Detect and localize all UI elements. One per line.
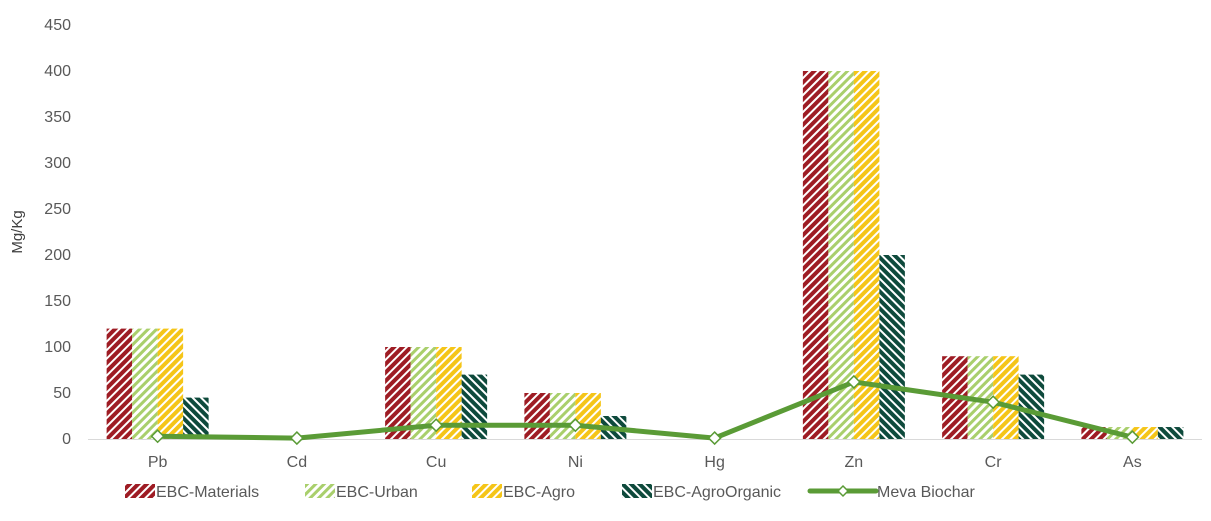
x-tick-label: Pb <box>148 454 168 471</box>
bar-ebc-agroorganic <box>183 397 209 439</box>
y-tick-label: 350 <box>44 109 71 126</box>
bar-ebc-agroorganic <box>461 374 488 439</box>
y-tick-label: 200 <box>44 247 71 264</box>
bar-ebc-agro <box>993 356 1019 439</box>
y-tick-label: 0 <box>62 431 71 448</box>
bar-ebc-agro <box>1132 427 1158 439</box>
y-tick-label: 300 <box>44 155 71 172</box>
bar-ebc-urban <box>828 71 854 439</box>
x-tick-label: As <box>1123 454 1142 471</box>
x-tick-label: Hg <box>704 454 724 471</box>
point-meva-biochar <box>568 418 583 433</box>
legend-swatch <box>622 484 652 498</box>
line-meva-biochar <box>155 379 1135 441</box>
point-meva-biochar <box>1125 430 1140 445</box>
legend: EBC-Materials EBC-Urban EBC-Agro EBC-AgroOr… <box>125 484 975 501</box>
point-meva-biochar <box>707 431 722 446</box>
x-tick-label: Zn <box>845 454 864 471</box>
point-meva-biochar <box>429 418 444 433</box>
point-meva-biochar <box>150 429 165 444</box>
bar-ebc-urban <box>132 328 158 439</box>
y-tick-label: 150 <box>44 293 71 310</box>
y-tick-label: 450 <box>44 17 71 34</box>
bar-ebc-agroorganic <box>1157 427 1184 439</box>
x-tick-label: Ni <box>568 454 583 471</box>
y-tick-label: 50 <box>53 385 71 402</box>
bar-ebc-urban <box>549 393 576 439</box>
legend-label: EBC-Materials <box>156 484 259 501</box>
y-tick-label: 400 <box>44 63 71 80</box>
bar-ebc-materials <box>106 328 133 439</box>
legend-swatch <box>125 484 155 498</box>
legend-label: Meva Biochar <box>877 484 975 501</box>
y-tick-label: 100 <box>44 339 71 356</box>
point-meva-biochar <box>289 431 304 446</box>
x-tick-label: Cu <box>426 454 446 471</box>
bar-ebc-materials <box>1081 427 1107 439</box>
bar-ebc-materials <box>385 347 411 439</box>
bar-ebc-agro <box>157 328 184 439</box>
legend-swatch <box>305 484 335 498</box>
bar-ebc-agro <box>853 71 880 439</box>
bar-ebc-agro <box>575 393 601 439</box>
legend-label: EBC-Urban <box>336 484 418 501</box>
x-tick-label: Cd <box>287 454 307 471</box>
legend-label: EBC-AgroOrganic <box>653 484 781 501</box>
bar-ebc-materials <box>802 71 829 439</box>
legend-marker <box>836 484 850 498</box>
legend-swatch <box>472 484 502 498</box>
point-meva-biochar <box>846 374 861 390</box>
legend-label: EBC-Agro <box>503 484 575 501</box>
y-axis-label: Mg/Kg <box>9 210 26 253</box>
x-tick-label: Cr <box>985 454 1003 471</box>
bar-ebc-agroorganic <box>1018 374 1045 439</box>
bar-ebc-materials <box>524 393 550 439</box>
bar-ebc-agroorganic <box>879 255 905 439</box>
point-meva-biochar <box>986 395 1001 410</box>
plot-area: Mg/Kg 0 50 100 150 200 250 300 350 400 450 Pb Cd Cu Ni… <box>9 17 1202 471</box>
y-tick-label: 250 <box>44 201 71 218</box>
